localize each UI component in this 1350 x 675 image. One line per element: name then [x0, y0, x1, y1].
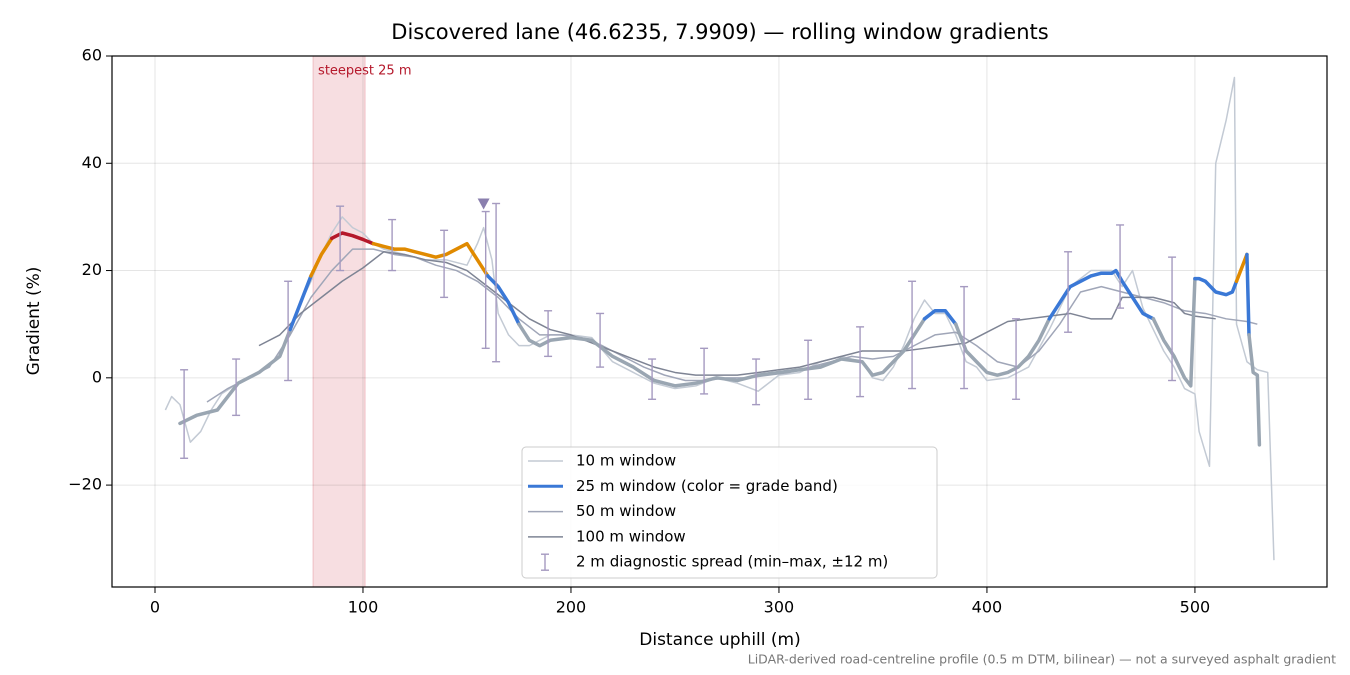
x-tick-label: 0 [150, 598, 160, 617]
y-axis-label: Gradient (%) [24, 267, 44, 376]
y-tick-label: 40 [82, 153, 102, 172]
legend-box [521, 446, 938, 579]
line-segment [288, 274, 313, 332]
x-axis-label: Distance uphill (m) [639, 630, 800, 650]
error-bar [648, 358, 657, 400]
error-bar [232, 358, 241, 417]
line-segment [1234, 252, 1249, 284]
error-bar [856, 326, 865, 398]
legend-label: 50 m window [576, 502, 676, 520]
error-bar [1168, 256, 1177, 382]
legend-label: 25 m window (color = grade band) [576, 477, 838, 495]
line-segment [1193, 276, 1239, 297]
highlight-span [312, 55, 366, 588]
error-bar [1116, 224, 1125, 309]
error-bar [1012, 318, 1021, 400]
x-tick-label: 200 [556, 598, 587, 617]
error-bar [908, 280, 917, 390]
line [258, 251, 1216, 376]
y-tick-label: −20 [68, 475, 102, 494]
marker [477, 198, 490, 210]
line-segment [486, 274, 521, 326]
legend-label: 10 m window [576, 452, 676, 470]
error-bar [752, 358, 761, 406]
line-segment [1245, 252, 1251, 337]
error-bar [388, 218, 397, 272]
error-bar [544, 310, 553, 358]
line-segment [178, 327, 292, 426]
line-segment [922, 309, 958, 326]
y-tick-label: 20 [82, 260, 102, 279]
line [164, 76, 1275, 561]
error-bar [596, 312, 605, 368]
highlight-label: steepest 25 m [318, 64, 411, 79]
error-bar [481, 210, 490, 350]
error-bar [284, 280, 293, 382]
y-tick-label: 0 [92, 367, 102, 386]
axes-frame [111, 55, 1328, 588]
error-bar [336, 205, 345, 272]
legend-label: 2 m diagnostic spread (min–max, ±12 m) [576, 553, 888, 571]
line-segment [953, 317, 1052, 377]
error-bar [960, 285, 969, 390]
line-segment [1151, 276, 1197, 388]
error-bar [492, 202, 501, 363]
error-bar [700, 347, 709, 395]
line-segment [330, 231, 376, 246]
line-segment [517, 317, 927, 388]
legend-label: 100 m window [576, 527, 686, 545]
x-tick-label: 500 [1180, 598, 1211, 617]
y-tick-label: 60 [82, 46, 102, 65]
x-tick-label: 300 [764, 598, 795, 617]
error-bar [804, 339, 813, 400]
line-segment [1247, 333, 1262, 447]
x-tick-label: 400 [972, 598, 1003, 617]
error-bar [1064, 251, 1073, 333]
error-bar [180, 369, 189, 459]
x-tick-label: 100 [348, 598, 379, 617]
error-bar [440, 229, 449, 299]
line-segment [309, 236, 334, 278]
chart-title: Discovered lane (46.6235, 7.9909) — roll… [391, 20, 1048, 44]
footnote: LiDAR-derived road-centreline profile (0… [748, 652, 1336, 667]
